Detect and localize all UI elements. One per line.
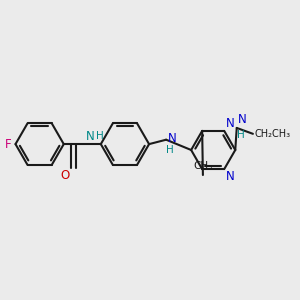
Text: N: N [168,132,176,145]
Text: N: N [86,130,95,143]
Text: F: F [5,138,12,151]
Text: CH₃: CH₃ [193,161,212,172]
Text: O: O [61,169,70,182]
Text: N: N [238,112,247,126]
Text: N: N [226,117,235,130]
Text: N: N [226,170,235,183]
Text: H: H [237,130,245,140]
Text: H: H [96,130,104,141]
Text: H: H [167,145,174,155]
Text: CH₂CH₃: CH₂CH₃ [254,129,290,139]
